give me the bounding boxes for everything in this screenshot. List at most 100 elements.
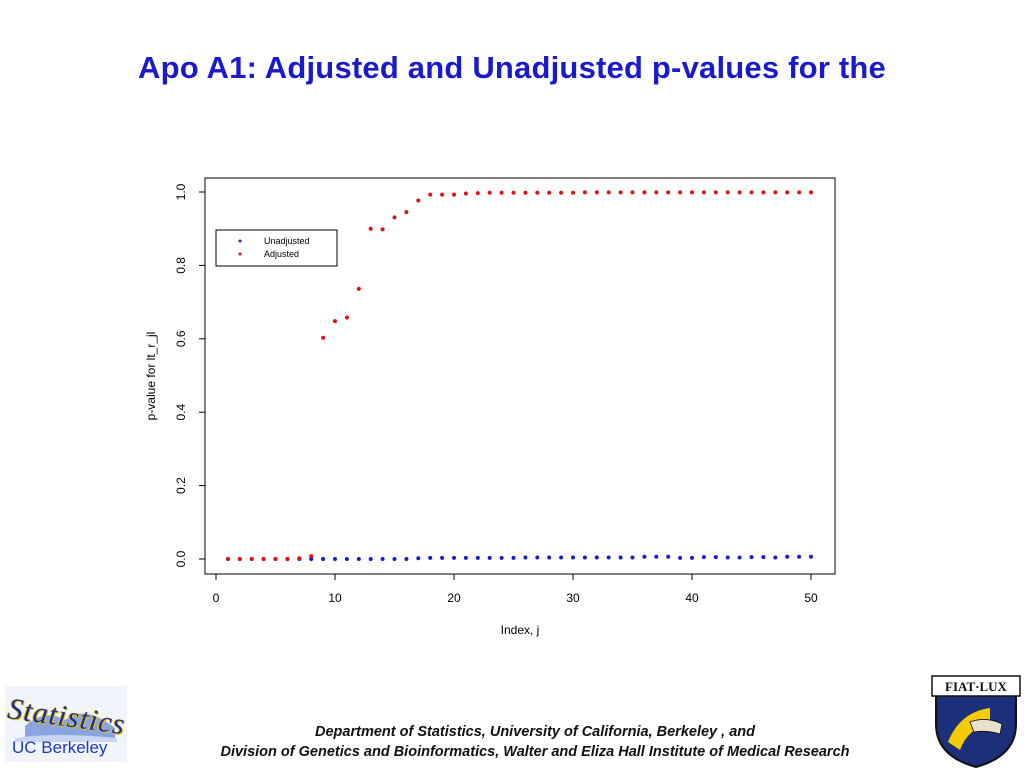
point-adjusted (440, 192, 445, 197)
legend-label-unadjusted: Unadjusted (264, 236, 310, 246)
x-axis: 0 10 20 30 40 50 (213, 573, 818, 605)
university-seal: FIAT·LUX (931, 675, 1021, 768)
point-adjusted (475, 191, 480, 196)
y-tick-label: 1.0 (174, 183, 188, 200)
point-unadjusted (701, 555, 706, 560)
y-axis-label: p-value for lt_r_jl (144, 332, 158, 421)
point-unadjusted (309, 557, 314, 561)
point-adjusted (749, 190, 754, 195)
point-unadjusted (690, 555, 694, 560)
point-adjusted (344, 315, 349, 320)
point-unadjusted (344, 557, 349, 561)
point-unadjusted (785, 554, 790, 559)
footer-line-2: Division of Genetics and Bioinformatics,… (220, 744, 850, 760)
point-adjusted (690, 190, 694, 195)
point-unadjusted (559, 555, 564, 560)
point-unadjusted (737, 555, 742, 560)
point-unadjusted (618, 555, 623, 560)
point-adjusted (797, 190, 802, 195)
point-adjusted (273, 557, 278, 561)
point-unadjusted (773, 555, 778, 560)
y-tick-label: 0.2 (174, 477, 188, 494)
point-unadjusted (511, 555, 516, 560)
point-adjusted (452, 192, 456, 197)
point-unadjusted (761, 555, 766, 560)
x-tick-label: 20 (447, 591, 461, 605)
y-tick-label: 0.4 (174, 404, 188, 421)
point-unadjusted (380, 557, 385, 561)
point-adjusted (356, 286, 361, 291)
point-adjusted (237, 557, 242, 561)
point-unadjusted (499, 555, 504, 560)
legend-label-adjusted: Adjusted (264, 249, 299, 259)
y-axis: 0.0 0.2 0.4 0.6 0.8 1.0 (174, 183, 206, 567)
point-unadjusted (368, 557, 373, 561)
point-adjusted (761, 190, 766, 195)
point-adjusted (428, 192, 433, 197)
x-tick-label: 30 (566, 591, 580, 605)
point-adjusted (785, 190, 790, 195)
point-adjusted (654, 190, 659, 195)
point-adjusted (261, 557, 266, 561)
point-adjusted (368, 226, 373, 231)
point-unadjusted (725, 555, 730, 560)
data-points (225, 190, 813, 561)
point-adjusted (380, 227, 385, 232)
point-adjusted (809, 190, 813, 195)
point-adjusted (285, 557, 290, 561)
point-unadjusted (547, 555, 552, 560)
point-unadjusted (654, 554, 659, 559)
statistics-logo (5, 686, 127, 762)
point-unadjusted (356, 557, 361, 561)
point-unadjusted (428, 555, 433, 560)
point-adjusted (404, 210, 409, 215)
point-unadjusted (630, 555, 635, 560)
slide-title: Apo A1: Adjusted and Unadjusted p-values… (138, 50, 886, 85)
x-tick-label: 10 (328, 591, 342, 605)
x-tick-label: 50 (804, 591, 818, 605)
x-axis-label: Index, j (501, 623, 540, 637)
point-adjusted (535, 190, 540, 195)
point-adjusted (523, 190, 528, 195)
x-tick-label: 40 (685, 591, 699, 605)
point-adjusted (249, 557, 254, 561)
point-unadjusted (606, 555, 611, 560)
point-adjusted (547, 190, 552, 195)
x-tick-label: 0 (213, 591, 220, 605)
point-adjusted (559, 190, 564, 195)
point-adjusted (773, 190, 778, 195)
legend: Unadjusted Adjusted (215, 229, 338, 267)
point-unadjusted (523, 555, 528, 560)
y-tick-label: 0.0 (174, 550, 188, 567)
point-adjusted (487, 190, 492, 195)
point-adjusted (630, 190, 635, 195)
point-unadjusted (452, 555, 456, 560)
point-unadjusted (582, 555, 587, 560)
point-unadjusted (678, 555, 683, 560)
point-adjusted (321, 335, 326, 340)
point-unadjusted (321, 557, 326, 561)
point-unadjusted (571, 555, 575, 560)
legend-box (215, 229, 338, 267)
point-adjusted (392, 215, 397, 220)
point-unadjusted (333, 557, 337, 561)
point-adjusted (297, 556, 302, 561)
point-unadjusted (666, 554, 671, 559)
point-adjusted (701, 190, 706, 195)
point-adjusted (606, 190, 611, 195)
uc-berkeley-label: UC Berkeley (12, 738, 108, 757)
point-unadjusted (809, 554, 813, 559)
point-adjusted (725, 190, 730, 195)
point-adjusted (463, 191, 468, 196)
point-adjusted (713, 190, 718, 195)
point-adjusted (511, 190, 516, 195)
seal-motto: FIAT·LUX (945, 679, 1007, 694)
point-unadjusted (404, 557, 409, 561)
point-adjusted (499, 190, 504, 195)
point-adjusted (309, 554, 314, 559)
point-unadjusted (392, 557, 397, 561)
point-unadjusted (713, 555, 718, 560)
footer-line-1: Department of Statistics, University of … (315, 724, 755, 740)
point-unadjusted (642, 554, 647, 559)
y-tick-label: 0.8 (174, 257, 188, 274)
